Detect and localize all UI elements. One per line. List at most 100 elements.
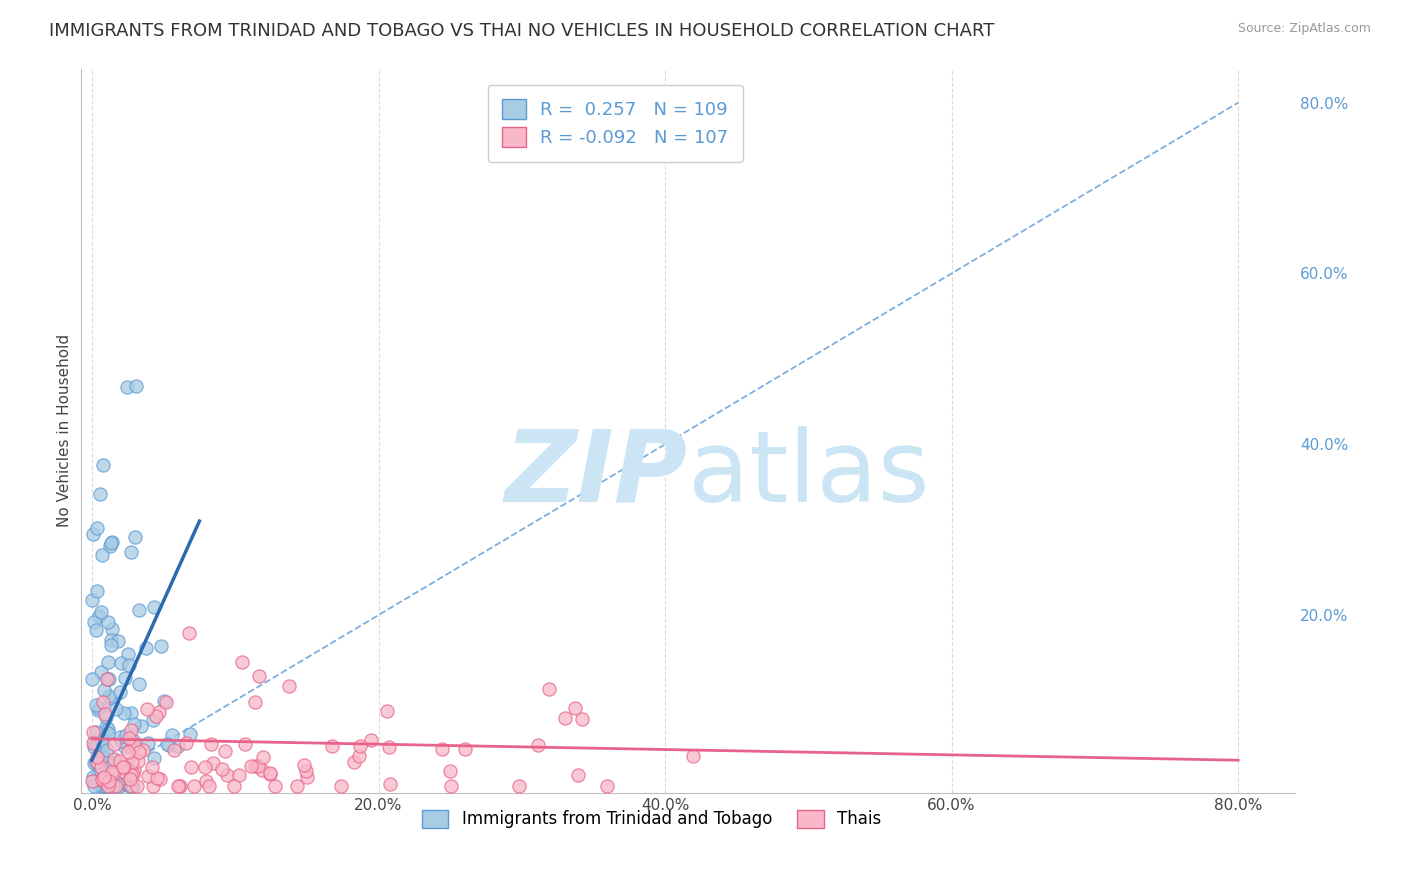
Point: [252, 763, 274, 777]
Point: [93, 682, 115, 697]
Point: [89, 779, 111, 793]
Point: [97, 779, 120, 793]
Point: [124, 763, 146, 777]
Point: [246, 758, 269, 772]
Point: [96, 779, 118, 793]
Point: [111, 776, 134, 790]
Point: [440, 779, 463, 793]
Point: [567, 768, 589, 782]
Point: [104, 779, 127, 793]
Point: [120, 723, 142, 738]
Point: [128, 603, 150, 617]
Point: [108, 754, 131, 768]
Point: [93, 731, 115, 746]
Point: [101, 622, 124, 636]
Point: [87, 701, 110, 715]
Point: [94, 775, 117, 789]
Point: [117, 647, 139, 661]
Point: [115, 380, 138, 394]
Point: [132, 742, 155, 756]
Point: [111, 764, 134, 779]
Point: [111, 760, 134, 774]
Point: [149, 772, 172, 786]
Point: [103, 737, 125, 751]
Point: [100, 639, 122, 653]
Point: [87, 703, 110, 717]
Point: [97, 773, 120, 788]
Point: [87, 765, 110, 780]
Point: [104, 702, 127, 716]
Point: [183, 779, 205, 793]
Point: [143, 599, 166, 614]
Point: [163, 742, 186, 756]
Point: [91, 773, 114, 788]
Point: [430, 742, 453, 756]
Point: [264, 779, 287, 793]
Point: [243, 758, 266, 772]
Point: [96, 776, 118, 790]
Point: [83, 740, 105, 755]
Point: [90, 665, 112, 679]
Point: [103, 752, 125, 766]
Point: [110, 734, 132, 748]
Point: [96, 672, 118, 686]
Point: [231, 655, 253, 669]
Point: [98, 691, 121, 706]
Point: [117, 745, 139, 759]
Point: [90, 764, 112, 779]
Point: [142, 713, 165, 727]
Point: [108, 731, 131, 745]
Point: [86, 521, 108, 535]
Point: [120, 545, 142, 559]
Text: Source: ZipAtlas.com: Source: ZipAtlas.com: [1237, 22, 1371, 36]
Point: [80, 773, 103, 788]
Point: [121, 755, 143, 769]
Point: [277, 679, 299, 693]
Point: [91, 772, 114, 786]
Point: [101, 766, 124, 780]
Point: [83, 734, 105, 748]
Point: [120, 772, 142, 786]
Point: [98, 539, 121, 553]
Point: [454, 741, 477, 756]
Point: [596, 779, 619, 793]
Point: [93, 779, 115, 793]
Point: [508, 779, 530, 793]
Point: [150, 639, 173, 653]
Point: [214, 744, 236, 758]
Point: [110, 779, 132, 793]
Point: [180, 760, 202, 774]
Point: [82, 774, 104, 789]
Point: [179, 727, 201, 741]
Point: [110, 656, 132, 670]
Point: [330, 779, 353, 793]
Point: [197, 779, 219, 793]
Point: [100, 764, 122, 779]
Point: [211, 762, 233, 776]
Point: [104, 779, 127, 793]
Point: [93, 458, 115, 473]
Point: [100, 535, 122, 549]
Text: ZIP: ZIP: [505, 425, 688, 523]
Point: [83, 756, 105, 770]
Point: [100, 633, 122, 648]
Point: [98, 689, 121, 703]
Point: [120, 779, 142, 793]
Point: [245, 695, 267, 709]
Point: [200, 737, 222, 751]
Point: [120, 779, 142, 793]
Point: [114, 739, 136, 754]
Point: [136, 701, 159, 715]
Point: [86, 584, 108, 599]
Point: [87, 608, 110, 623]
Point: [129, 719, 152, 733]
Legend: Immigrants from Trinidad and Tobago, Thais: Immigrants from Trinidad and Tobago, Tha…: [415, 803, 889, 835]
Point: [122, 717, 145, 731]
Point: [91, 738, 114, 752]
Point: [96, 755, 118, 769]
Point: [215, 768, 238, 782]
Point: [98, 779, 121, 793]
Point: [97, 722, 120, 736]
Y-axis label: No Vehicles in Household: No Vehicles in Household: [58, 334, 72, 527]
Point: [167, 739, 190, 754]
